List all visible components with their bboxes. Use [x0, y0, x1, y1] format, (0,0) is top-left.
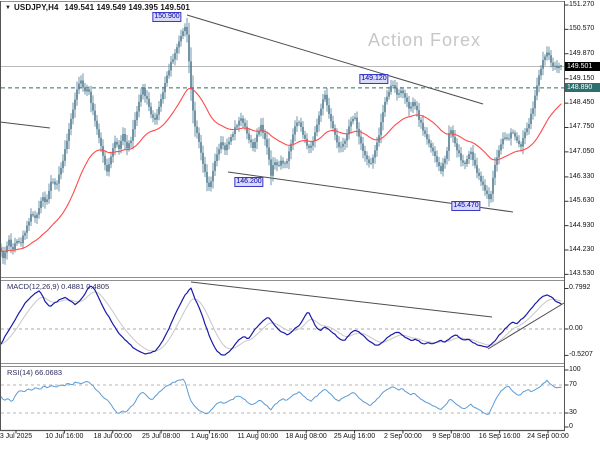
- price-axis-label: 144.930: [569, 221, 595, 229]
- symbol-name: USDJPY,H4: [14, 3, 59, 12]
- time-axis-label: 16 Sep 16:00: [478, 433, 521, 440]
- trendline: [186, 14, 484, 105]
- current-price-tag: 149.501: [565, 62, 600, 72]
- watermark: Action Forex: [368, 30, 482, 50]
- collapse-indicator-icon[interactable]: ▼: [5, 5, 12, 11]
- time-axis-label: 18 Jul 00:00: [93, 433, 132, 440]
- price-axis-label: 151.270: [569, 1, 595, 8]
- rsi-axis-label: 30: [569, 409, 577, 416]
- macd-axis-label: -0.5207: [569, 351, 593, 359]
- time-axis-label: 2 Sep 00:00: [384, 433, 422, 440]
- price-axis-label: 147.050: [569, 147, 595, 155]
- time-axis-label: 1 Aug 16:00: [190, 433, 229, 440]
- time-axis-label: 9 Sep 08:00: [432, 433, 471, 440]
- price-axis-label: 149.150: [569, 74, 595, 82]
- price-axis-label: 143.530: [569, 270, 595, 278]
- macd-axis-label: 0.7992: [569, 284, 591, 292]
- time-axis-label: 11 Aug 00:00: [237, 433, 279, 440]
- price-annotation: 146.200: [234, 177, 264, 187]
- symbol-bar: ▼ USDJPY,H4 149.541 149.549 149.395 149.50…: [5, 3, 190, 12]
- time-axis-label: 25 Jul 08:00: [142, 433, 181, 440]
- rsi-axis-label: 100: [569, 366, 581, 373]
- rsi-axis-label: 0: [569, 423, 573, 430]
- price-annotation: 149.120: [359, 74, 389, 84]
- macd-line: [0, 285, 562, 356]
- time-axis-label: 3 Jul 2025: [0, 433, 33, 440]
- quote-ohlc-values: 149.541 149.549 149.395 149.501: [64, 3, 190, 12]
- macd-trendline: [487, 302, 565, 350]
- time-axis-label: 24 Sep 00:00: [527, 433, 569, 440]
- trendline: [0, 121, 51, 129]
- price-axis-label: 146.330: [569, 172, 595, 180]
- price-axis-label: 144.230: [569, 245, 595, 253]
- price-axis-label: 150.570: [569, 25, 595, 33]
- price-axis-label: 147.750: [569, 123, 595, 131]
- rsi-axis-label: 70: [569, 381, 577, 388]
- rsi-line: [0, 378, 562, 415]
- price-axis-label: 148.450: [569, 99, 595, 107]
- price-annotation: 145.470: [451, 201, 481, 211]
- macd-indicator-label: MACD(12,26,9) 0.4881 0.4805: [7, 282, 110, 291]
- macd-trendline: [190, 281, 493, 318]
- price-axis-label: 145.630: [569, 197, 595, 205]
- macd-signal-line: [0, 291, 562, 352]
- price-annotation: 150.900: [152, 12, 182, 22]
- moving-average-line: [0, 87, 562, 252]
- macd-axis-label: 0.00: [569, 325, 583, 332]
- level-price-tag: 148.890: [565, 83, 600, 93]
- price-axis-label: 149.870: [569, 49, 595, 57]
- rsi-indicator-label: RSI(14) 66.0683: [7, 368, 63, 377]
- time-axis-label: 25 Aug 16:00: [333, 433, 376, 440]
- time-axis-label: 10 Jul 16:00: [45, 433, 84, 440]
- time-axis-label: 18 Aug 08:00: [285, 433, 327, 440]
